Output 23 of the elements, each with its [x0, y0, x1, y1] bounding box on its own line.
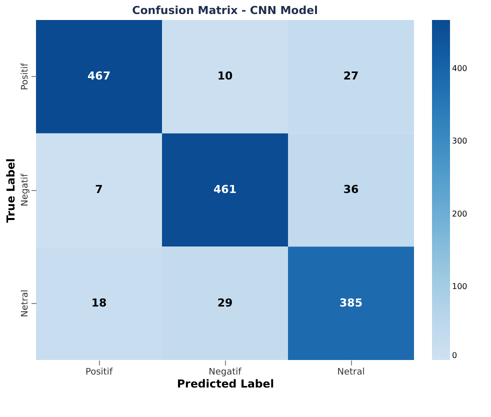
- data-label: 29: [217, 296, 233, 310]
- y-tick-label: Netral: [20, 290, 30, 318]
- y-axis-title: True Label: [4, 158, 18, 223]
- color-bar-label: 200: [452, 209, 468, 218]
- y-tick-label: Positif: [20, 62, 30, 90]
- data-label: 36: [343, 183, 359, 196]
- x-axis-title: Predicted Label: [176, 378, 274, 390]
- data-label: 461: [214, 183, 236, 196]
- data-label: 27: [343, 70, 359, 83]
- data-label: 18: [91, 296, 107, 310]
- chart-title: Confusion Matrix - CNN Model: [132, 4, 318, 17]
- data-label: 467: [88, 70, 110, 83]
- color-bar-label: 400: [452, 64, 468, 73]
- color-bar-label: 0: [452, 351, 458, 360]
- data-label: 385: [340, 296, 362, 310]
- data-label: 10: [217, 70, 233, 83]
- color-bar-label: 300: [452, 136, 468, 146]
- x-tick-label: Negatif: [208, 368, 242, 378]
- data-label: 7: [95, 183, 103, 196]
- y-tick-label: Negatif: [20, 172, 30, 206]
- x-tick-label: Positif: [86, 368, 114, 378]
- x-tick-label: Netral: [337, 368, 365, 378]
- color-bar-label: 100: [452, 282, 468, 292]
